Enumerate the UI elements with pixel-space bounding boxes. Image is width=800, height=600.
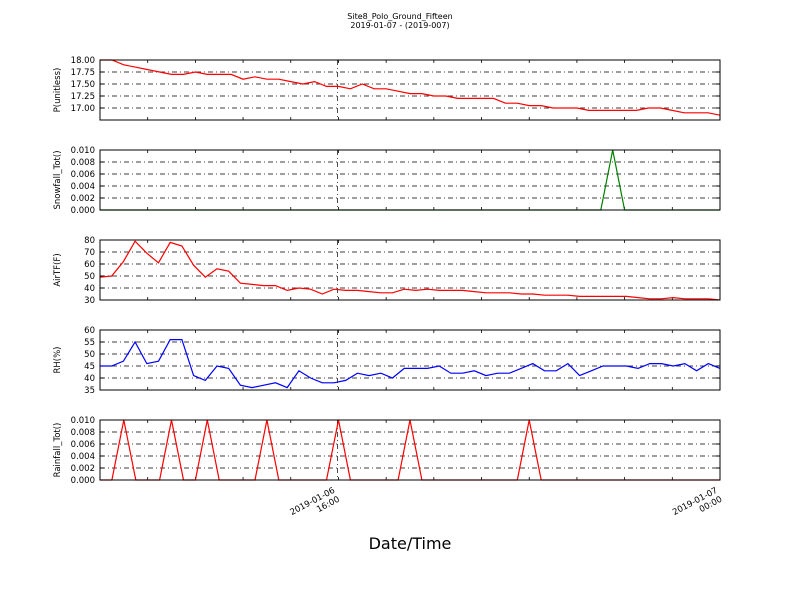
chart-subtitle: 2019-01-07 - (2019-007) xyxy=(350,21,450,30)
x-axis-label: Date/Time xyxy=(368,534,452,553)
y-tick-label: 80 xyxy=(84,236,95,246)
y-tick-label: 0.008 xyxy=(71,428,95,438)
panel-5: 0.000 0.002 0.004 0.006 0.008 0.010 Rainfall_T… xyxy=(53,416,721,486)
y-tick-label: 70 xyxy=(84,248,95,258)
panel-3: 30 40 50 60 70 80 AirTF(F) xyxy=(53,236,721,306)
y-axis-label: RH(%) xyxy=(53,346,63,373)
y-tick-label: 55 xyxy=(84,338,95,348)
y-tick-label: 60 xyxy=(84,260,95,270)
y-tick-label: 0.006 xyxy=(71,170,95,180)
y-tick-label: 17.75 xyxy=(71,68,95,78)
y-tick-label: 45 xyxy=(84,362,95,372)
y-tick-label: 40 xyxy=(84,374,95,384)
series-line xyxy=(100,149,720,211)
axes-frame xyxy=(99,419,721,481)
y-tick-label: 50 xyxy=(84,350,95,360)
y-axis-label: AirTF(F) xyxy=(53,253,63,286)
series-line xyxy=(99,240,721,301)
y-tick-label: 0.004 xyxy=(71,182,95,192)
series-line xyxy=(100,419,720,481)
y-tick-label: 0.010 xyxy=(71,416,95,426)
y-tick-label: 18.00 xyxy=(71,56,95,66)
panel-2: 0.000 0.002 0.004 0.006 0.008 0.010 Snowfall_T… xyxy=(53,146,721,216)
y-tick-label: 17.25 xyxy=(71,92,95,102)
panel-1: 17.00 17.25 17.50 17.75 18.00 P(unitless) xyxy=(53,56,721,121)
y-tick-label: 0.002 xyxy=(71,194,95,204)
chart-title: Site8_Polo_Ground_Fifteen xyxy=(347,12,453,21)
y-tick-label: 0.008 xyxy=(71,158,95,168)
axes-frame xyxy=(99,59,721,121)
y-axis-label: Snowfall_Tot() xyxy=(53,150,63,209)
y-tick-label: 40 xyxy=(84,284,95,294)
y-tick-label: 17.50 xyxy=(71,80,95,90)
y-tick-label: 50 xyxy=(84,272,95,282)
axes-frame xyxy=(99,329,721,391)
y-tick-label: 0.010 xyxy=(71,146,95,156)
y-tick-label: 60 xyxy=(84,326,95,336)
axes-frame xyxy=(99,149,721,211)
axes-frame xyxy=(99,239,721,301)
y-tick-label: 0.004 xyxy=(71,452,95,462)
y-axis-label: Rainfall_Tot() xyxy=(53,423,63,478)
y-tick-label: 17.00 xyxy=(71,104,95,114)
y-tick-label: 0.000 xyxy=(71,476,95,486)
panel-4: 35 40 45 50 55 60 RH(%) xyxy=(53,326,721,396)
y-tick-label: 0.006 xyxy=(71,440,95,450)
series-line xyxy=(100,339,721,389)
y-axis-label: P(unitless) xyxy=(53,68,63,113)
y-tick-label: 0.002 xyxy=(71,464,95,474)
y-tick-label: 30 xyxy=(84,296,95,306)
y-tick-label: 35 xyxy=(84,386,95,396)
y-tick-label: 0.000 xyxy=(71,206,95,216)
series-line xyxy=(100,59,721,116)
